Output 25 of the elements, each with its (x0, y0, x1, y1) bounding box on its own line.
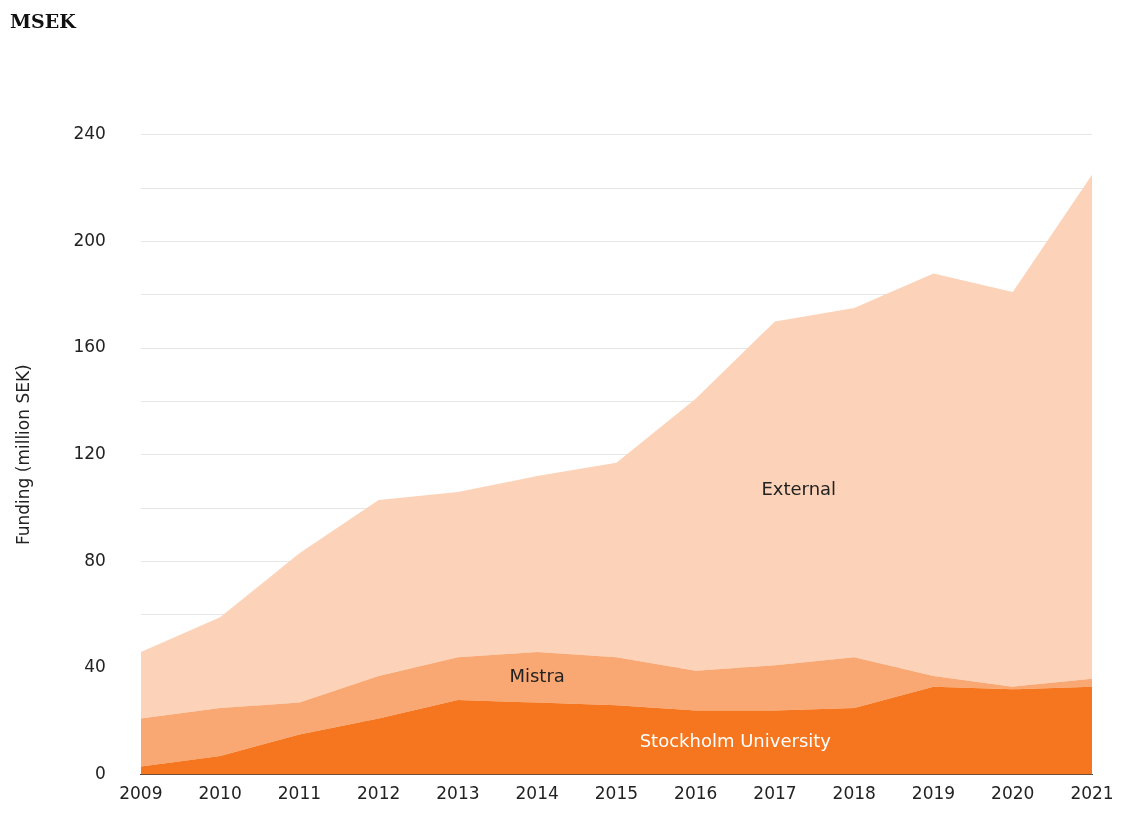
x-tick-label: 2015 (594, 783, 639, 804)
x-tick-label: 2018 (832, 783, 876, 804)
x-tick-label: 2009 (119, 783, 163, 804)
x-tick-label: 2010 (198, 783, 242, 804)
series-label: Stockholm University (639, 730, 832, 752)
y-tick-label: 80 (84, 549, 106, 570)
y-tick-label: 200 (73, 229, 106, 250)
y-tick-label: 160 (73, 336, 106, 357)
x-tick-label: 2019 (911, 783, 956, 804)
y-axis-title: Funding (million SEK) (12, 364, 33, 546)
y-tick-label: 0 (95, 763, 106, 784)
x-tick-label: 2017 (753, 783, 797, 804)
x-tick-label: 2016 (674, 783, 718, 804)
x-tick-label: 2013 (436, 783, 480, 804)
x-tick-label: 2014 (515, 783, 559, 804)
x-tick-label: 2012 (357, 783, 401, 804)
y-tick-label: 40 (84, 656, 106, 677)
y-tick-label: 240 (73, 123, 106, 144)
x-tick-label: 2011 (277, 783, 322, 804)
chart-title: MSEK (10, 10, 78, 33)
series-label: External (761, 477, 837, 499)
x-tick-label: 2021 (1070, 783, 1114, 804)
x-tick-label: 2020 (991, 783, 1035, 804)
y-tick-label: 120 (73, 443, 106, 464)
series-label: Mistra (509, 664, 565, 686)
